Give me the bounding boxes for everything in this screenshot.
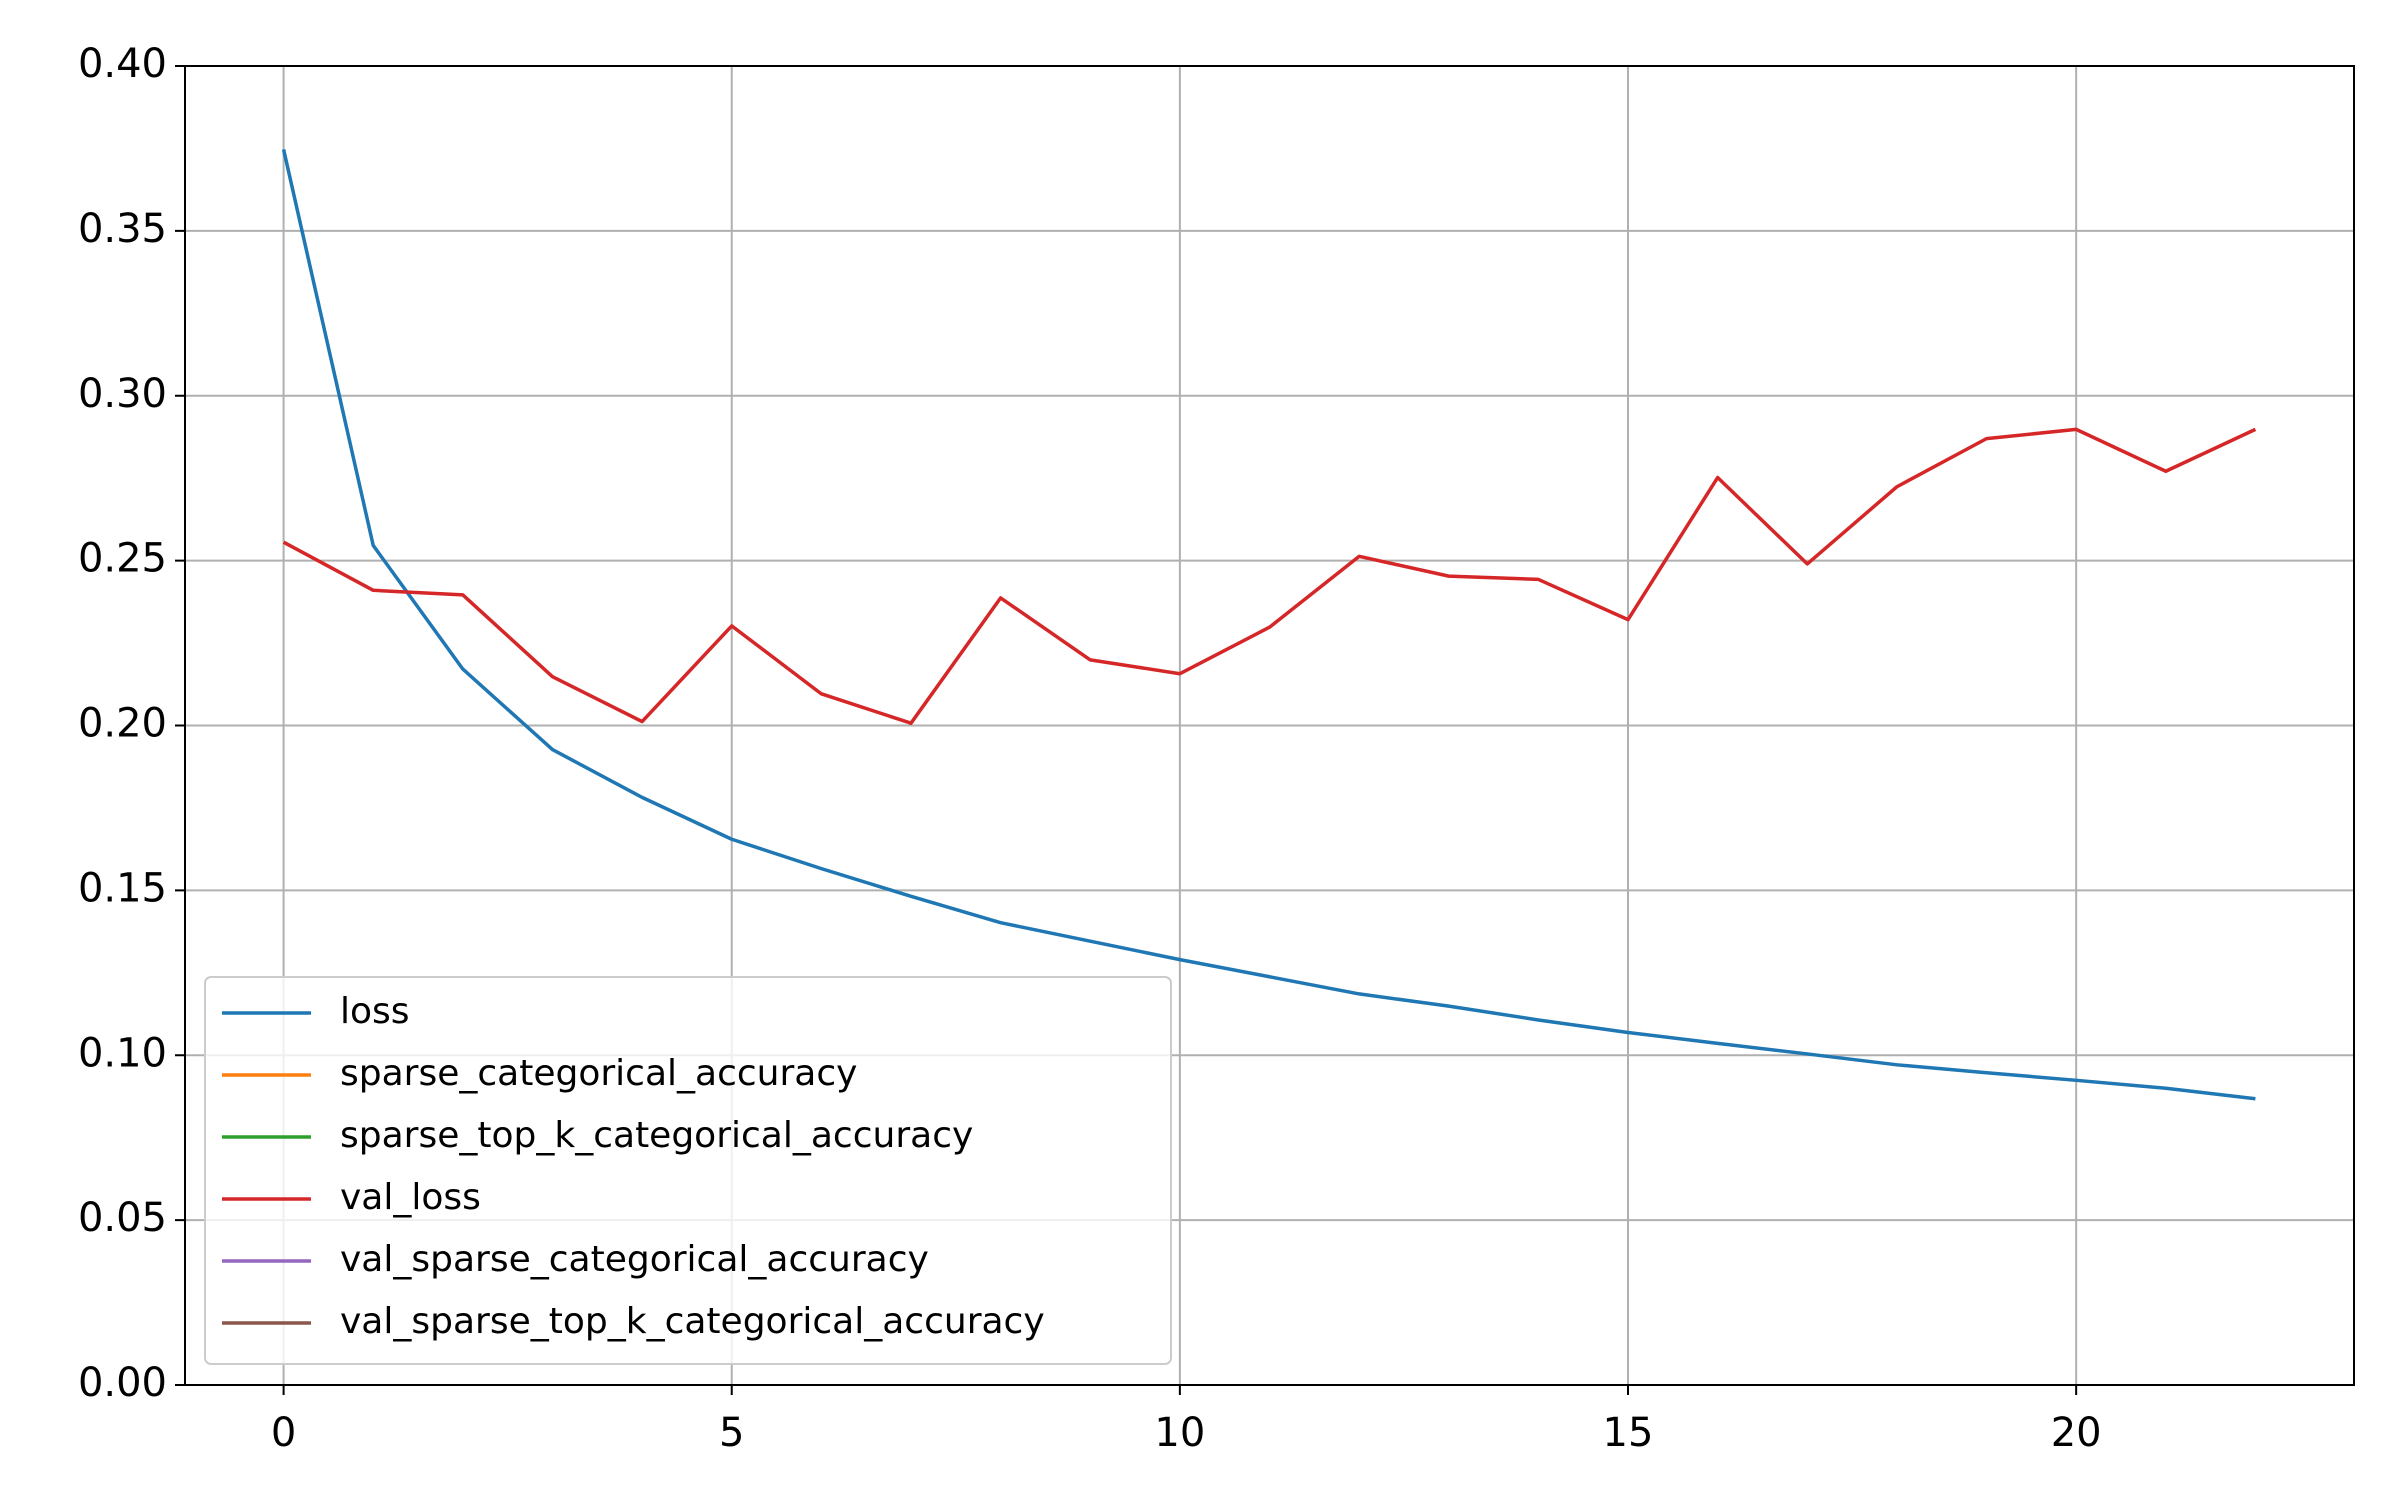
- legend: loss sparse_categorical_accuracy sparse_to…: [204, 976, 1172, 1365]
- y-tick-label: 0.20: [78, 701, 167, 747]
- x-tick-label: 20: [2051, 1410, 2102, 1456]
- y-tick-label: 0.00: [78, 1360, 167, 1406]
- x-tick-label: 15: [1603, 1410, 1654, 1456]
- x-tick-label: 0: [271, 1410, 296, 1456]
- y-tick-label: 0.35: [78, 206, 167, 252]
- y-tick-label: 0.15: [78, 865, 167, 911]
- x-tick-label: 5: [719, 1410, 744, 1456]
- y-tick-label: 0.25: [78, 536, 167, 582]
- y-tick-label: 0.40: [78, 41, 167, 87]
- legend-label: sparse_categorical_accuracy: [340, 1053, 857, 1094]
- x-tick-label: 10: [1154, 1410, 1205, 1456]
- plot-frame: [184, 65, 2355, 1386]
- y-tick-label: 0.30: [78, 371, 167, 417]
- line: [282, 427, 2257, 725]
- legend-frame: [204, 976, 1172, 1365]
- legend-label: val_sparse_top_k_categorical_accuracy: [340, 1301, 1045, 1342]
- legend-label: loss: [340, 991, 410, 1032]
- legend-label: val_loss: [340, 1177, 481, 1218]
- y-tick-label: 0.05: [78, 1195, 167, 1241]
- legend-label: val_sparse_categorical_accuracy: [340, 1239, 929, 1280]
- legend-label: sparse_top_k_categorical_accuracy: [340, 1115, 973, 1156]
- y-tick-label: 0.10: [78, 1030, 167, 1076]
- line: [281, 149, 2256, 1101]
